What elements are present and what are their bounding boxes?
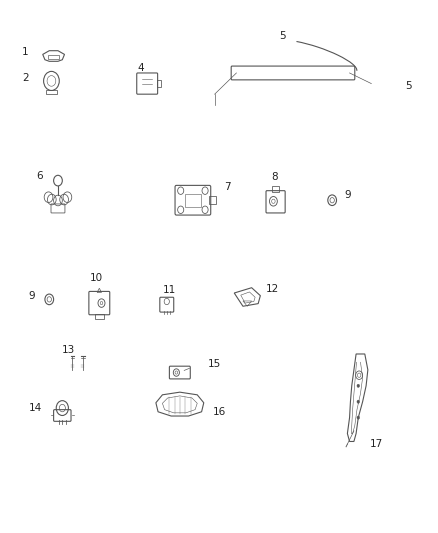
Text: 8: 8 xyxy=(271,172,278,182)
Text: 1: 1 xyxy=(22,47,28,56)
Text: 4: 4 xyxy=(138,63,144,72)
Text: 10: 10 xyxy=(90,273,103,283)
Text: 16: 16 xyxy=(212,407,226,417)
Text: 14: 14 xyxy=(29,402,42,413)
Circle shape xyxy=(357,400,360,403)
Text: 9: 9 xyxy=(28,290,35,301)
Text: 2: 2 xyxy=(22,73,28,83)
Circle shape xyxy=(357,384,360,387)
Text: 12: 12 xyxy=(266,284,279,294)
Text: 9: 9 xyxy=(344,190,351,200)
Text: 5: 5 xyxy=(405,81,412,91)
Text: 13: 13 xyxy=(62,345,75,355)
Text: 15: 15 xyxy=(208,359,221,369)
Circle shape xyxy=(357,416,360,419)
Text: 11: 11 xyxy=(162,285,176,295)
Text: 17: 17 xyxy=(370,439,383,449)
Text: 6: 6 xyxy=(36,172,43,181)
Text: 5: 5 xyxy=(279,31,286,41)
Text: 7: 7 xyxy=(224,182,231,192)
